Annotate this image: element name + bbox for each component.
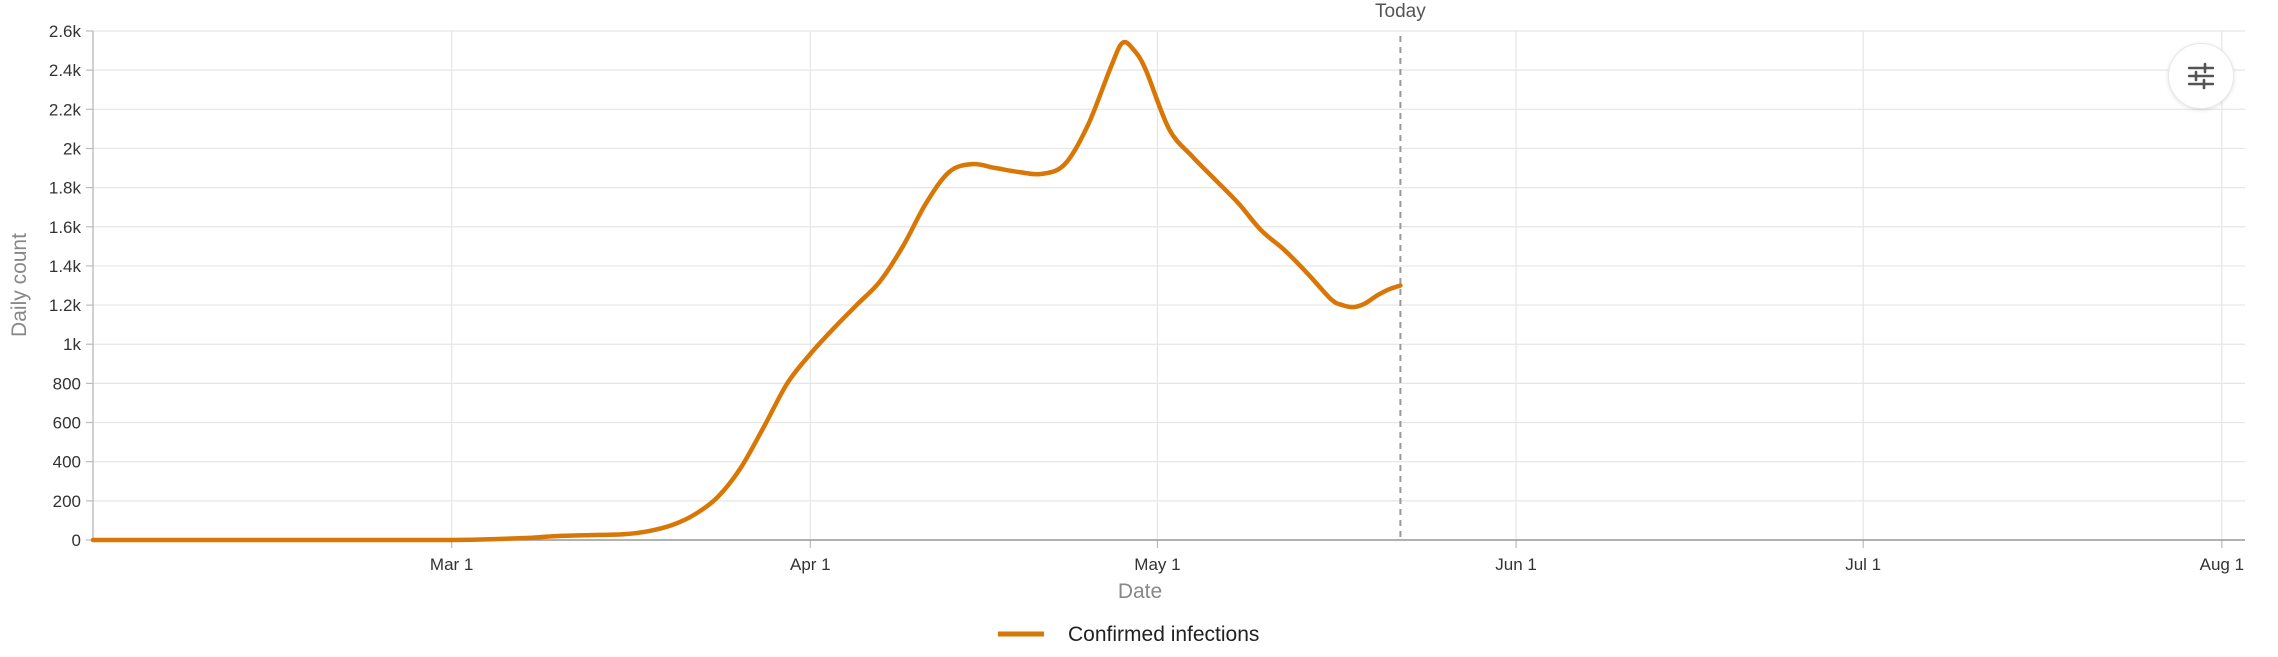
axes xyxy=(92,31,2245,541)
y-tick-label: 800 xyxy=(53,374,81,393)
series-layer xyxy=(90,39,1403,543)
sliders-icon xyxy=(2187,62,2215,90)
y-tick-label: 200 xyxy=(53,492,81,511)
x-tick-label: Apr 1 xyxy=(790,555,831,574)
y-tick-label: 2.4k xyxy=(49,61,82,80)
y-tick-label: 600 xyxy=(53,414,81,433)
today-label: Today xyxy=(1375,1,1426,22)
y-tick-label: 1.6k xyxy=(49,218,82,237)
x-tick-label: May 1 xyxy=(1134,555,1180,574)
x-tick-label: Jul 1 xyxy=(1845,555,1881,574)
y-tick-label: 0 xyxy=(72,531,81,550)
y-tick-label: 400 xyxy=(53,453,81,472)
y-tick-label: 2.6k xyxy=(49,22,82,41)
legend[interactable]: Confirmed infections xyxy=(998,623,1259,646)
y-tick-label: 2.2k xyxy=(49,100,82,119)
x-tick-label: Jun 1 xyxy=(1495,555,1537,574)
today-marker: Today xyxy=(1375,1,1426,540)
x-axis-title: Date xyxy=(1118,580,1162,603)
y-tick-labels: 0 200 400 600 800 1k 1.2k 1.4k 1.6k 1.8k 2k 2.2k 2.4… xyxy=(49,22,82,550)
x-tick-labels: Mar 1 Apr 1 May 1 Jun 1 Jul 1 Aug 1 xyxy=(430,555,2244,574)
y-tick-label: 1k xyxy=(63,335,81,354)
series-line-confirmed-infections[interactable] xyxy=(90,39,1403,543)
y-tick-label: 2k xyxy=(63,139,81,158)
legend-label: Confirmed infections xyxy=(1068,623,1259,646)
chart-settings-button[interactable] xyxy=(2168,43,2234,109)
x-tick-label: Mar 1 xyxy=(430,555,473,574)
y-tick-label: 1.8k xyxy=(49,179,82,198)
y-tick-label: 1.2k xyxy=(49,296,82,315)
grid xyxy=(86,30,2245,548)
y-tick-label: 1.4k xyxy=(49,257,82,276)
y-axis-title: Daily count xyxy=(8,233,31,337)
x-tick-label: Aug 1 xyxy=(2200,555,2244,574)
